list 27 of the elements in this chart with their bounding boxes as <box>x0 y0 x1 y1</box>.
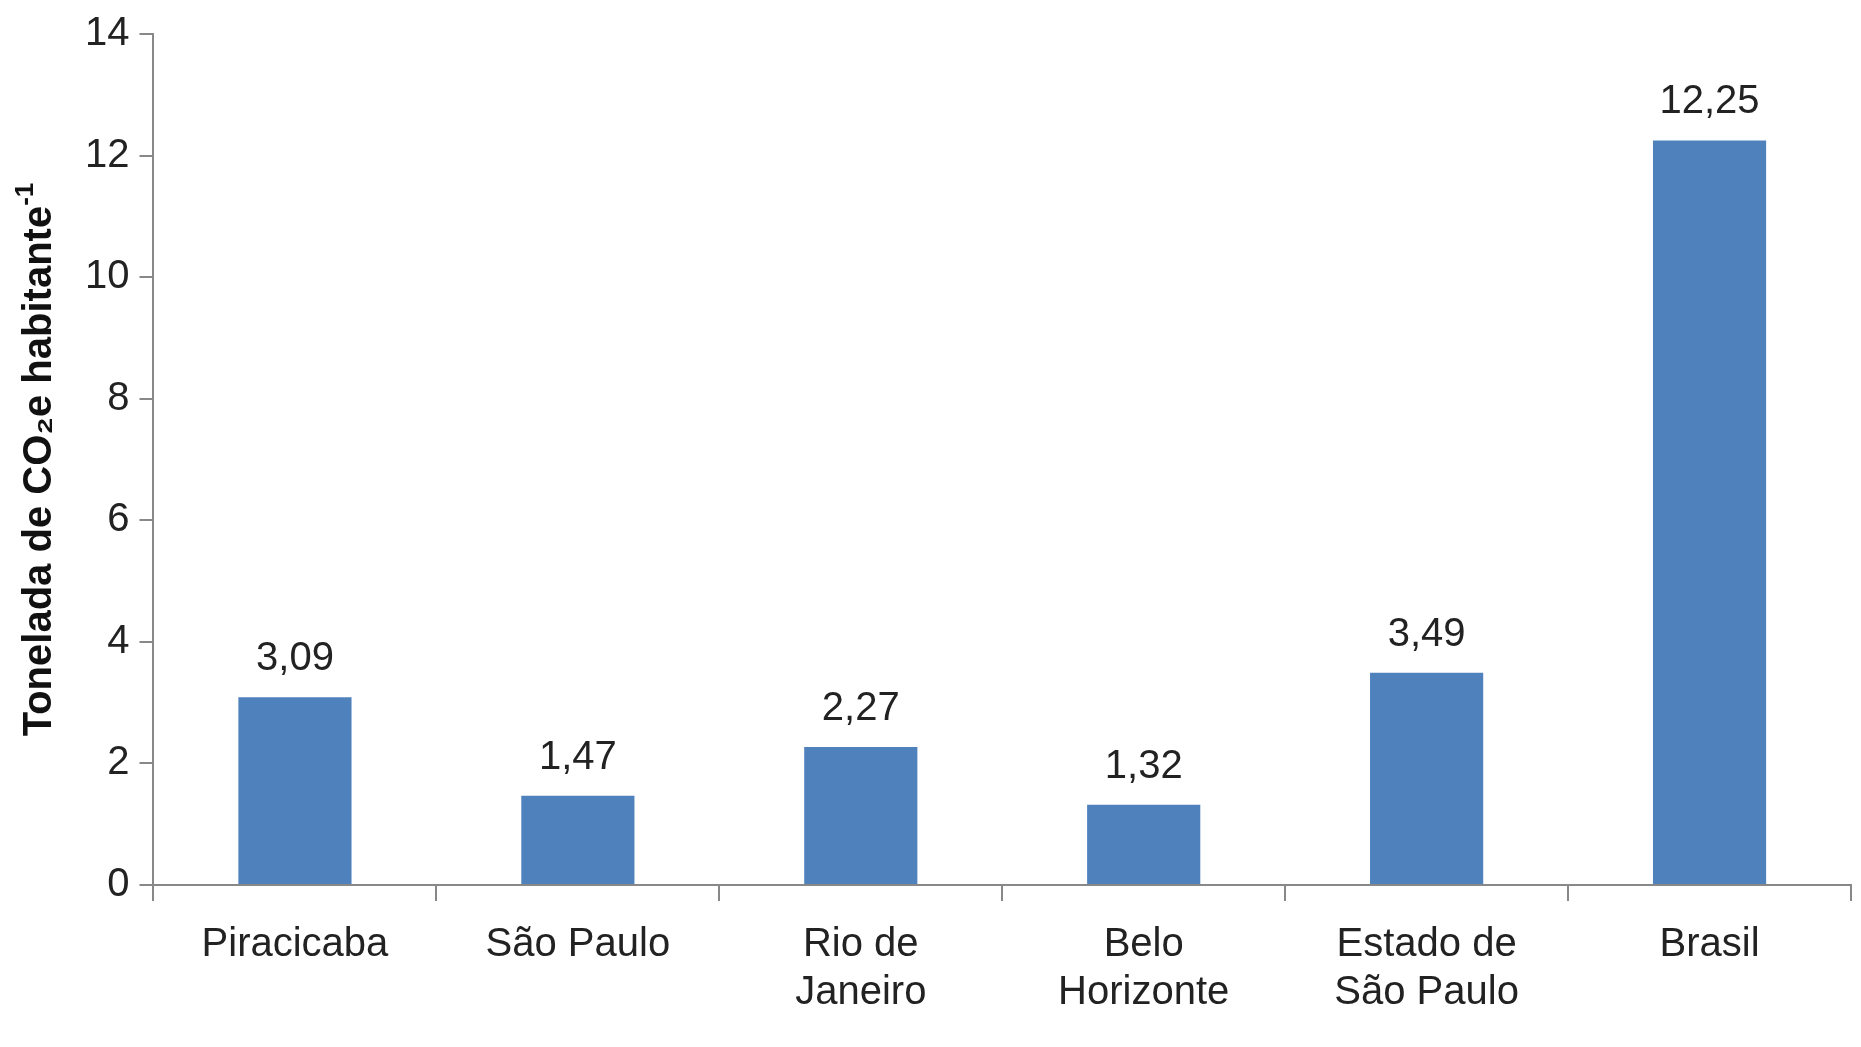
data-label: 2,27 <box>821 684 900 729</box>
data-label: 3,09 <box>256 634 334 679</box>
y-tick-label: 6 <box>107 495 130 540</box>
y-tick-label: 8 <box>107 373 130 418</box>
bar <box>1370 672 1484 884</box>
y-tick-label: 2 <box>107 738 130 783</box>
data-label: 1,32 <box>1104 741 1183 786</box>
y-tick-label: 0 <box>107 860 130 905</box>
bar <box>521 795 635 884</box>
y-tick-label: 12 <box>84 130 130 175</box>
data-label: 3,49 <box>1387 609 1466 654</box>
y-tick-label: 4 <box>107 616 130 661</box>
y-tick-label: 10 <box>84 252 130 297</box>
y-tick-label: 14 <box>84 9 130 54</box>
y-axis-title: Tonelada de CO₂e habitante-1 <box>9 182 60 737</box>
x-tick-label: Piracicaba <box>201 920 390 965</box>
data-label: 12,25 <box>1659 77 1760 122</box>
bar <box>1087 804 1201 884</box>
bar <box>1652 140 1767 884</box>
data-label: 1,47 <box>538 732 617 777</box>
x-tick-label: Brasil <box>1659 920 1760 965</box>
x-tick-label: Belo Horizonte <box>1058 920 1230 1013</box>
x-tick-label: Rio de Janeiro <box>795 920 927 1013</box>
x-tick-label: Estado de São Paulo <box>1334 920 1519 1013</box>
x-tick-label: São Paulo <box>485 920 671 965</box>
bar <box>804 747 918 884</box>
bar <box>238 697 352 884</box>
